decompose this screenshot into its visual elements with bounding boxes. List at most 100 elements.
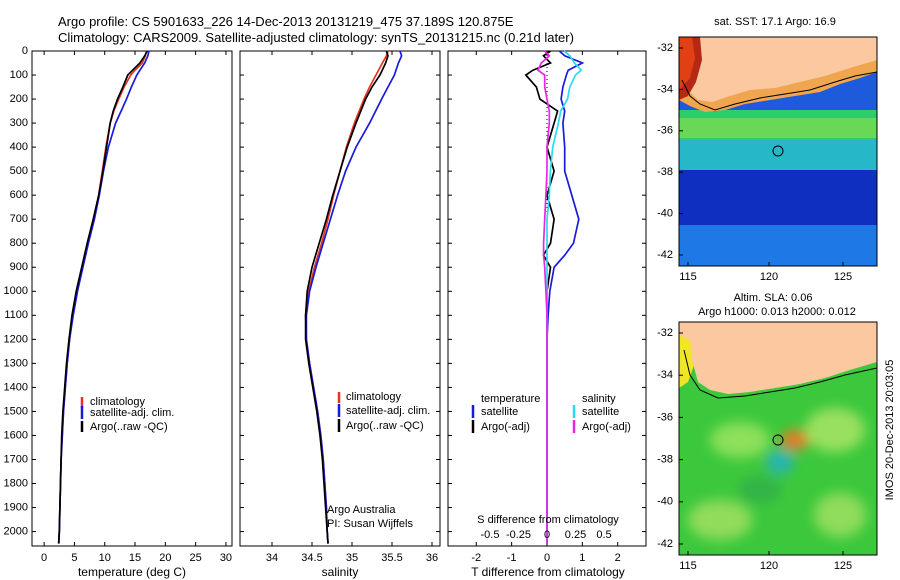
s-tick-label: -0.25: [506, 529, 531, 541]
lat-tick-label: -34: [657, 83, 673, 95]
depth-tick-label: 1500: [4, 405, 28, 417]
legend-label-satellite-2: satellite-adj. clim.: [346, 405, 430, 417]
sla-negative-eddy: [766, 450, 794, 474]
sst-argo-position-marker: [772, 145, 784, 157]
depth-tick-label: 500: [10, 165, 28, 177]
sla-lat-ticks: -32 -34 -36 -38 -40 -42: [657, 327, 683, 550]
x-tick-label: -1: [507, 552, 517, 564]
s-diff-argo-line: [536, 50, 551, 544]
sla-isobath: [683, 349, 877, 399]
difference-panel: -2 -1 0 1 2 temperature satellite Argo(-adj)…: [447, 50, 647, 579]
sla-map-title-2: Argo h1000: 0.013 h2000: 0.012: [698, 306, 856, 318]
sla-argo-position-marker: [772, 434, 784, 446]
depth-tick-label: 300: [10, 117, 28, 129]
temperature-x-axis: 0 5 10 15 20 25 30: [41, 51, 232, 564]
sla-light-patch-1: [710, 422, 770, 458]
x-tick-label: 15: [129, 552, 141, 564]
x-tick-label: 10: [99, 552, 111, 564]
sla-map-frame: [678, 321, 878, 556]
lat-tick-label: -32: [657, 42, 673, 54]
sst-west-coast-hot: [679, 37, 695, 90]
depth-tick-label: 2000: [4, 525, 28, 537]
s-tick-label: 0.5: [596, 529, 611, 541]
legend-label-sal-satellite: satellite: [582, 406, 619, 418]
title-line-2: Climatology: CARS2009. Satellite-adjuste…: [58, 30, 574, 45]
sla-light-patch-3: [688, 500, 752, 540]
s-tick-label: -0.5: [481, 529, 500, 541]
legend-label-temp-argo: Argo(-adj): [481, 421, 530, 433]
lat-tick-label: -32: [657, 327, 673, 339]
sla-map-title-1: Altim. SLA: 0.06: [734, 292, 813, 304]
credits-line-1: Argo Australia: [327, 504, 396, 516]
lon-tick-label: 115: [679, 271, 697, 283]
imos-timestamp: IMOS 20-Dec-2013 20:03:05: [884, 360, 896, 501]
temperature-x-label: temperature (deg C): [78, 565, 186, 579]
lat-tick-label: -36: [657, 125, 673, 137]
x-tick-label: 20: [159, 552, 171, 564]
legend-label-argo: Argo(..raw -QC): [90, 421, 168, 433]
sla-lon-ticks: 115 120 125: [679, 551, 852, 572]
salinity-series: [304, 50, 403, 544]
x-tick-label: 36: [426, 552, 438, 564]
lon-tick-label: 125: [834, 560, 852, 572]
depth-tick-label: 600: [10, 189, 28, 201]
s-tick-label: 0: [544, 529, 550, 541]
salinity-axes-box: [239, 50, 441, 547]
depth-tick-label: 900: [10, 261, 28, 273]
t-difference-label: T difference from climatology: [471, 565, 625, 579]
lat-tick-label: -40: [657, 208, 673, 220]
sst-map-frame: [678, 36, 878, 267]
depth-tick-label: 1200: [4, 333, 28, 345]
difference-depth-ticks: [448, 50, 646, 533]
s-difference-label: S difference from climatology: [477, 514, 619, 526]
depth-tick-label: 1100: [4, 309, 28, 321]
lat-tick-label: -38: [657, 454, 673, 466]
sla-land: [679, 322, 877, 394]
legend-salinity-title: salinity: [582, 393, 616, 405]
x-tick-label: 2: [615, 552, 621, 564]
depth-tick-label: 1300: [4, 357, 28, 369]
sst-lon-ticks: 115 120 125: [679, 262, 852, 283]
title-line-1: Argo profile: CS 5901633_226 14-Dec-2013…: [58, 14, 514, 29]
lat-tick-label: -36: [657, 411, 673, 423]
lat-tick-label: -34: [657, 369, 673, 381]
salinity-x-axis: 34 34.5 35 35.5 36: [266, 51, 438, 564]
temperature-argo-line: [57, 50, 148, 544]
sst-band-cyan: [679, 140, 877, 175]
x-tick-label: 34.5: [301, 552, 322, 564]
depth-tick-label: 1000: [4, 285, 28, 297]
legend-label-satellite: satellite-adj. clim.: [90, 407, 174, 419]
x-tick-label: 0: [544, 552, 550, 564]
x-tick-label: 30: [220, 552, 232, 564]
legend-label-sal-argo: Argo(-adj): [582, 421, 631, 433]
sst-map-title: sat. SST: 17.1 Argo: 16.9: [714, 16, 836, 28]
sst-land: [679, 37, 877, 102]
legend-label-climatology: climatology: [90, 396, 146, 408]
depth-tick-label: 0: [22, 45, 28, 57]
lon-tick-label: 115: [679, 560, 697, 572]
lon-tick-label: 125: [834, 271, 852, 283]
lat-tick-label: -40: [657, 496, 673, 508]
x-tick-label: 0: [41, 552, 47, 564]
x-tick-label: 34: [266, 552, 278, 564]
x-tick-label: 35.5: [381, 552, 402, 564]
x-tick-label: -2: [471, 552, 481, 564]
salinity-depth-ticks: [240, 50, 440, 533]
depth-tick-label: 800: [10, 237, 28, 249]
legend-label-temp-satellite: satellite: [481, 406, 518, 418]
difference-series: [524, 50, 585, 544]
legend-label-argo-2: Argo(..raw -QC): [346, 420, 424, 432]
sla-dark-patch: [738, 476, 782, 504]
x-tick-label: 35: [346, 552, 358, 564]
s-difference-ticks: -0.5 -0.25 0 0.25 0.5: [481, 529, 612, 541]
temperature-axes-box: [31, 50, 233, 547]
sst-band-yellow: [679, 118, 877, 138]
depth-tick-label: 700: [10, 213, 28, 225]
depth-tick-label: 1700: [4, 453, 28, 465]
sst-band-blue: [679, 170, 877, 225]
legend-temperature-title: temperature: [481, 393, 540, 405]
depth-tick-label: 400: [10, 141, 28, 153]
depth-tick-label: 1800: [4, 477, 28, 489]
x-tick-label: 5: [71, 552, 77, 564]
